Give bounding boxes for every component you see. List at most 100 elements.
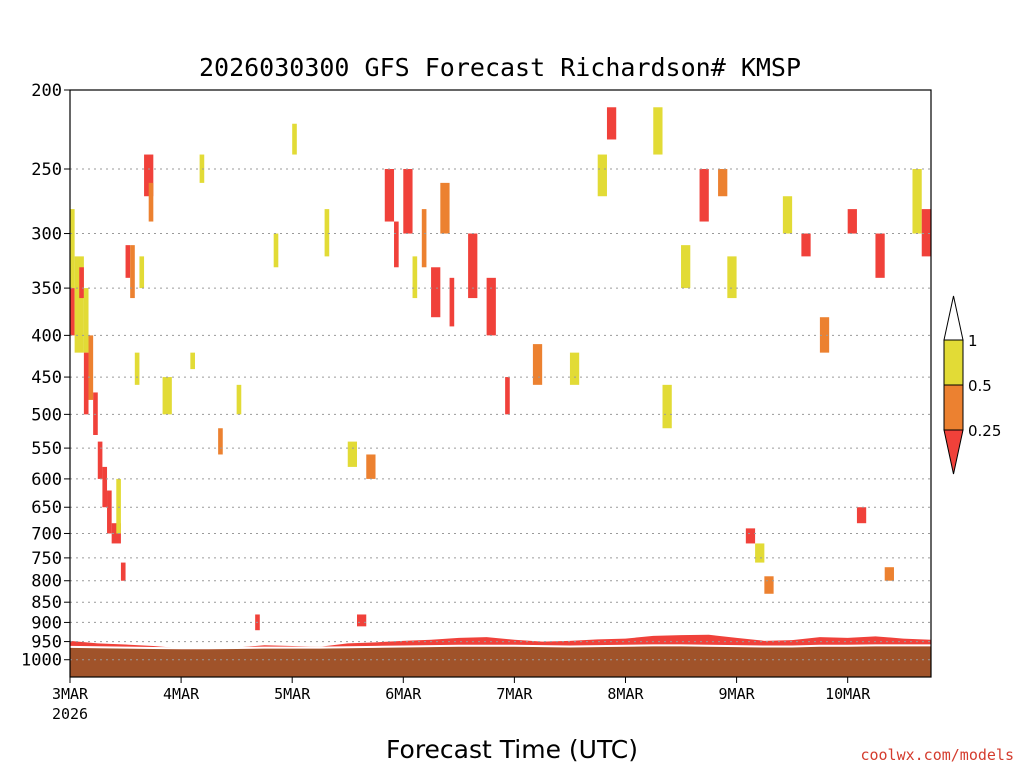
credit-text: coolwx.com/models (860, 746, 1014, 764)
richardson-cell (199, 154, 205, 183)
y-tick-label: 400 (31, 326, 62, 346)
richardson-cell (412, 256, 418, 299)
colorbar-label: 0.5 (968, 377, 992, 395)
y-tick-label: 350 (31, 279, 62, 299)
richardson-cell (856, 507, 867, 524)
richardson-cell (653, 107, 663, 155)
richardson-cell (699, 168, 709, 222)
richardson-cell (273, 233, 279, 268)
x-tick-label: 8MAR (607, 685, 644, 703)
richardson-cell (532, 344, 543, 385)
richardson-cell (875, 233, 885, 278)
x-tick-label: 10MAR (825, 685, 871, 703)
richardson-cell (764, 576, 774, 594)
y-tick-label: 750 (31, 549, 62, 569)
x-tick-label: 6MAR (385, 685, 422, 703)
surface-line (69, 644, 931, 650)
richardson-cell (236, 384, 242, 415)
y-tick-label: 250 (31, 160, 62, 180)
richardson-cell (569, 352, 580, 385)
y-tick-label: 600 (31, 470, 62, 490)
richardson-cell (745, 528, 756, 544)
richardson-cell (727, 256, 737, 299)
richardson-cell (921, 209, 931, 257)
richardson-cell (468, 233, 478, 299)
richardson-cell (70, 288, 75, 336)
richardson-cell (681, 245, 691, 289)
richardson-cell (394, 221, 399, 268)
richardson-cell (440, 182, 450, 234)
y-tick-label: 650 (31, 498, 62, 518)
colorbar-label: 1 (968, 332, 978, 350)
x-axis-label: Forecast Time (UTC) (386, 735, 638, 764)
richardson-cell (120, 562, 126, 581)
richardson-cell (431, 267, 441, 318)
richardson-cell (782, 196, 793, 234)
richardson-cell (421, 209, 427, 268)
richardson-cell (93, 392, 98, 435)
x-year-label: 2026 (52, 705, 88, 723)
richardson-cell (486, 277, 496, 336)
x-tick-label: 4MAR (163, 685, 200, 703)
richardson-cell (449, 277, 455, 327)
richardson-cell (347, 441, 357, 467)
y-tick-label: 1000 (21, 651, 62, 671)
colorbar-bottom-arrow (943, 429, 964, 475)
richardson-cell (83, 288, 89, 353)
y-tick-label: 950 (31, 633, 62, 653)
richardson-cell (134, 352, 140, 385)
richardson-cell (505, 377, 510, 415)
x-tick-label: 3MAR (52, 685, 89, 703)
richardson-cell (847, 209, 857, 234)
richardson-cell (70, 209, 75, 289)
richardson-cell (125, 245, 131, 278)
richardson-cell (403, 168, 413, 234)
y-tick-label: 800 (31, 572, 62, 592)
richardson-cell (819, 317, 830, 353)
richardson-cell (88, 335, 94, 400)
richardson-cell (83, 352, 89, 415)
richardson-cell (292, 123, 297, 155)
richardson-cell (218, 428, 223, 455)
richardson-cell (606, 107, 617, 140)
y-tick-label: 550 (31, 439, 62, 459)
richardson-cell (718, 168, 728, 197)
richardson-cell (97, 441, 103, 479)
richardson-cell (324, 209, 330, 257)
colorbar-segment-05-1 (943, 339, 964, 386)
richardson-cell (139, 256, 145, 289)
richardson-cell (107, 490, 112, 534)
y-tick-label: 450 (31, 368, 62, 388)
richardson-cell (801, 233, 811, 257)
richardson-cell (366, 454, 376, 479)
richardson-cell (148, 182, 154, 222)
richardson-cell (357, 614, 367, 627)
colorbar-top-arrow (943, 295, 964, 341)
richardson-cell (130, 245, 135, 299)
y-tick-label: 900 (31, 613, 62, 633)
y-tick-label: 850 (31, 593, 62, 613)
x-tick-label: 7MAR (496, 685, 533, 703)
richardson-cell (74, 256, 84, 353)
richardson-cell (884, 567, 894, 581)
x-tick-label: 5MAR (274, 685, 311, 703)
y-tick-label: 200 (31, 81, 62, 101)
y-tick-label: 500 (31, 405, 62, 425)
chart-title: 2026030300 GFS Forecast Richardson# KMSP (199, 53, 801, 82)
y-tick-label: 300 (31, 225, 62, 245)
x-tick-label: 9MAR (719, 685, 756, 703)
richardson-cell (384, 168, 395, 222)
richardson-cell (190, 352, 195, 370)
richardson-cell (755, 543, 765, 563)
richardson-cell (162, 377, 172, 415)
richardson-cell (79, 267, 84, 299)
richardson-cell (144, 154, 154, 197)
colorbar-segment-025-05 (943, 384, 964, 431)
richardson-cell (662, 384, 672, 429)
y-tick-label: 700 (31, 524, 62, 544)
below-ground-area (70, 646, 931, 677)
richardson-cell (116, 478, 121, 534)
colorbar-label: 0.25 (968, 422, 1001, 440)
